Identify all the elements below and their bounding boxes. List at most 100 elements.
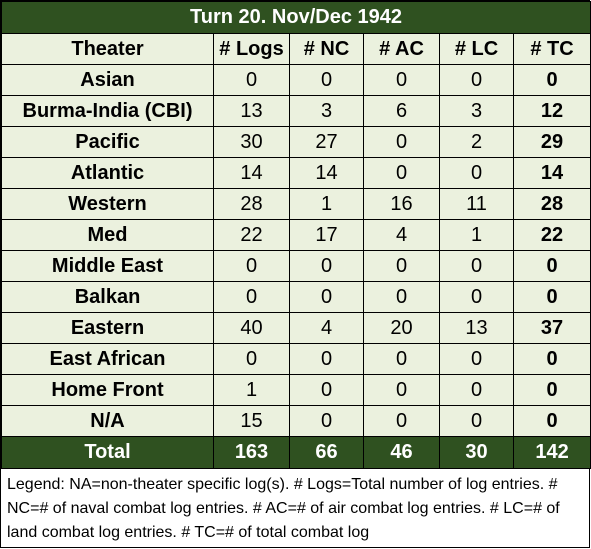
table-row: East African 0 0 0 0 0: [1, 343, 591, 375]
total-nc-cell: 66: [289, 436, 364, 469]
table-row: Eastern 40 4 20 13 37: [1, 312, 591, 344]
logs-cell: 0: [213, 343, 290, 375]
logs-cell: 22: [213, 219, 290, 251]
tc-cell: 0: [512, 405, 591, 437]
lc-cell: 0: [439, 405, 514, 437]
nc-cell: 4: [289, 312, 364, 344]
tc-cell: 37: [512, 312, 591, 344]
lc-cell: 0: [439, 343, 514, 375]
ac-cell: 0: [363, 64, 440, 96]
logs-cell: 28: [213, 188, 290, 220]
logs-cell: 13: [213, 95, 290, 127]
theater-cell: East African: [1, 343, 214, 375]
nc-cell: 0: [289, 250, 364, 282]
nc-cell: 0: [289, 374, 364, 406]
theater-cell: Western: [1, 188, 214, 220]
logs-cell: 30: [213, 126, 290, 158]
total-ac-cell: 46: [363, 436, 440, 469]
header-lc: # LC: [439, 33, 514, 65]
tc-cell: 0: [512, 343, 591, 375]
ac-cell: 0: [363, 126, 440, 158]
table-row: Burma-India (CBI) 13 3 6 3 12: [1, 95, 591, 127]
nc-cell: 27: [289, 126, 364, 158]
table-row: Pacific 30 27 0 2 29: [1, 126, 591, 158]
table-row: Middle East 0 0 0 0 0: [1, 250, 591, 282]
theater-cell: Home Front: [1, 374, 214, 406]
theater-cell: Pacific: [1, 126, 214, 158]
tc-cell: 0: [512, 374, 591, 406]
ac-cell: 0: [363, 374, 440, 406]
logs-cell: 15: [213, 405, 290, 437]
table-row: Balkan 0 0 0 0 0: [1, 281, 591, 313]
table-row: Atlantic 14 14 0 0 14: [1, 157, 591, 189]
total-row: Total 163 66 46 30 142: [1, 436, 591, 469]
theater-cell: Burma-India (CBI): [1, 95, 214, 127]
tc-cell: 29: [512, 126, 591, 158]
theater-cell: Balkan: [1, 281, 214, 313]
theater-cell: Middle East: [1, 250, 214, 282]
theater-cell: Med: [1, 219, 214, 251]
total-label: Total: [1, 436, 214, 469]
total-logs-cell: 163: [213, 436, 290, 469]
title-row: Turn 20. Nov/Dec 1942: [0, 1, 591, 34]
lc-cell: 0: [439, 250, 514, 282]
total-lc-cell: 30: [439, 436, 514, 469]
tc-cell: 0: [512, 250, 591, 282]
ac-cell: 6: [363, 95, 440, 127]
theater-cell: Asian: [1, 64, 214, 96]
lc-cell: 0: [439, 281, 514, 313]
header-theater: Theater: [1, 33, 214, 65]
ac-cell: 0: [363, 281, 440, 313]
nc-cell: 0: [289, 64, 364, 96]
logs-cell: 0: [213, 64, 290, 96]
table-row: N/A 15 0 0 0 0: [1, 405, 591, 437]
nc-cell: 0: [289, 281, 364, 313]
header-nc: # NC: [289, 33, 364, 65]
logs-cell: 1: [213, 374, 290, 406]
header-ac: # AC: [363, 33, 440, 65]
lc-cell: 0: [439, 374, 514, 406]
tc-cell: 0: [512, 64, 591, 96]
tc-cell: 12: [512, 95, 591, 127]
combat-log-table: Turn 20. Nov/Dec 1942 Theater # Logs # N…: [0, 1, 591, 469]
nc-cell: 3: [289, 95, 364, 127]
logs-cell: 14: [213, 157, 290, 189]
tc-cell: 0: [512, 281, 591, 313]
tc-cell: 22: [512, 219, 591, 251]
table-row: Home Front 1 0 0 0 0: [1, 374, 591, 406]
lc-cell: 13: [439, 312, 514, 344]
tc-cell: 14: [512, 157, 591, 189]
ac-cell: 20: [363, 312, 440, 344]
nc-cell: 0: [289, 343, 364, 375]
ac-cell: 16: [363, 188, 440, 220]
ac-cell: 0: [363, 343, 440, 375]
lc-cell: 0: [439, 64, 514, 96]
ac-cell: 0: [363, 405, 440, 437]
lc-cell: 0: [439, 157, 514, 189]
theater-cell: Atlantic: [1, 157, 214, 189]
lc-cell: 1: [439, 219, 514, 251]
ac-cell: 0: [363, 250, 440, 282]
theater-cell: Eastern: [1, 312, 214, 344]
header-logs: # Logs: [213, 33, 290, 65]
table-row: Western 28 1 16 11 28: [1, 188, 591, 220]
lc-cell: 3: [439, 95, 514, 127]
logs-cell: 0: [213, 281, 290, 313]
nc-cell: 0: [289, 405, 364, 437]
nc-cell: 17: [289, 219, 364, 251]
table-row: Med 22 17 4 1 22: [1, 219, 591, 251]
legend-text: Legend: NA=non-theater specific log(s). …: [7, 476, 560, 541]
table-row: Asian 0 0 0 0 0: [1, 64, 591, 96]
tc-cell: 28: [512, 188, 591, 220]
theater-cell: N/A: [1, 405, 214, 437]
nc-cell: 14: [289, 157, 364, 189]
lc-cell: 2: [439, 126, 514, 158]
ac-cell: 4: [363, 219, 440, 251]
header-row: Theater # Logs # NC # AC # LC # TC: [1, 33, 591, 65]
nc-cell: 1: [289, 188, 364, 220]
lc-cell: 11: [439, 188, 514, 220]
logs-cell: 0: [213, 250, 290, 282]
ac-cell: 0: [363, 157, 440, 189]
total-tc-cell: 142: [512, 436, 591, 469]
